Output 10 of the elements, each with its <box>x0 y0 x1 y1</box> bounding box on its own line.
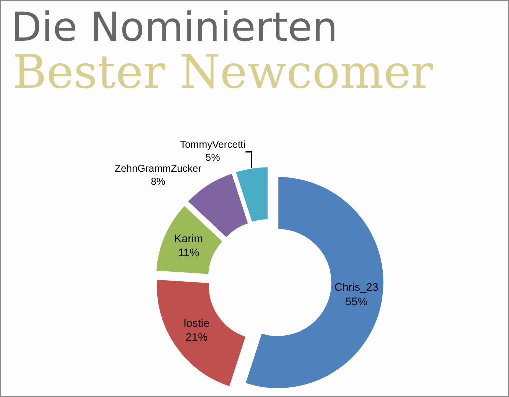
slice-label: TommyVercetti <box>180 140 246 152</box>
data-label: 8% <box>151 177 166 188</box>
slice-label: lostie <box>184 318 210 330</box>
data-label: 55% <box>346 296 368 308</box>
slice-label: Chris_23 <box>334 282 379 294</box>
data-label: 11% <box>178 248 200 260</box>
slice-label: Karim <box>174 233 204 246</box>
slice-label: ZehnGrammZucker <box>114 164 202 176</box>
data-label: 21% <box>186 332 208 344</box>
data-label: 5% <box>206 153 220 164</box>
